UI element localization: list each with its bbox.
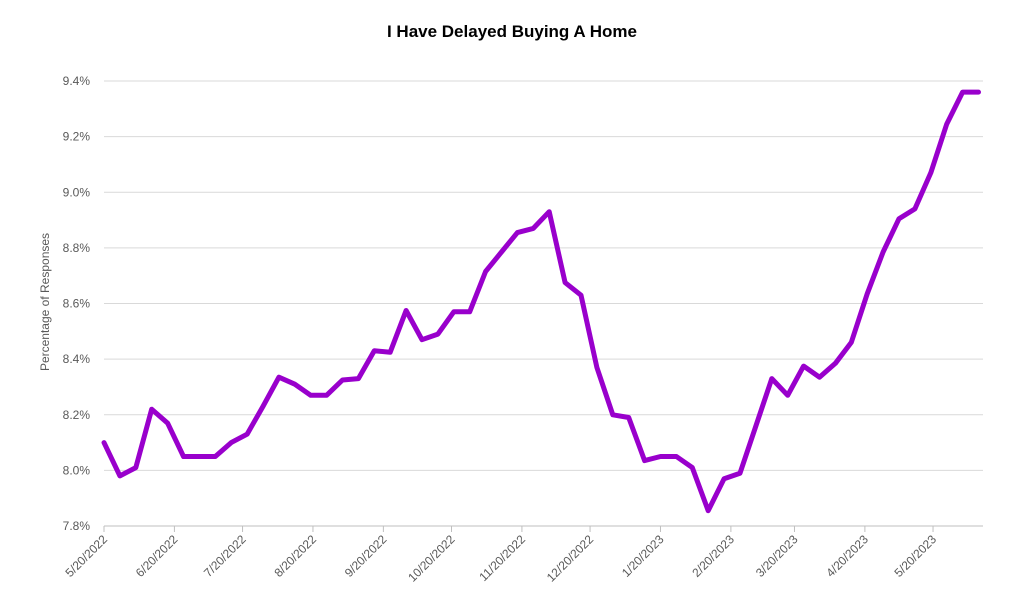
- x-tick-label: 12/20/2022: [544, 532, 597, 585]
- x-tick-label: 11/20/2022: [476, 532, 528, 584]
- y-tick-label: 8.0%: [63, 463, 91, 477]
- y-axis-tick-labels: 7.8% 8.0% 8.2% 8.4% 8.6% 8.8% 9.0% 9.2% 9.4%: [63, 74, 91, 533]
- y-axis-title: Percentage of Responses: [38, 233, 52, 371]
- x-axis: [103, 526, 934, 532]
- x-tick-label: 4/20/2023: [823, 532, 871, 580]
- x-tick-label: 5/20/2022: [62, 532, 110, 580]
- y-tick-label: 7.8%: [63, 519, 91, 533]
- x-tick-label: 3/20/2023: [753, 532, 801, 580]
- y-tick-label: 8.4%: [63, 352, 91, 366]
- x-tick-label: 5/20/2023: [891, 532, 939, 580]
- y-tick-label: 9.0%: [63, 185, 91, 199]
- x-tick-label: 9/20/2022: [342, 532, 390, 580]
- x-axis-tick-labels: 5/20/2022 6/20/2022 7/20/2022 8/20/2022 9/20…: [62, 532, 939, 585]
- chart-title: I Have Delayed Buying A Home: [386, 22, 638, 41]
- x-tick-label: 6/20/2022: [133, 532, 181, 580]
- series-line: [101, 89, 981, 514]
- x-tick-label: 2/20/2023: [689, 532, 737, 580]
- y-tick-label: 8.6%: [63, 297, 91, 311]
- x-tick-label: 8/20/2022: [271, 532, 319, 580]
- x-tick-label: 10/20/2022: [405, 532, 458, 585]
- y-tick-label: 8.8%: [63, 241, 91, 255]
- x-tick-label: 7/20/2022: [201, 532, 249, 580]
- x-tick-label: 1/20/2023: [619, 532, 667, 580]
- y-tick-label: 9.2%: [63, 130, 91, 144]
- y-tick-label: 8.2%: [63, 408, 91, 422]
- y-tick-label: 9.4%: [63, 74, 91, 88]
- series-layer: [101, 89, 981, 514]
- gridlines: [104, 80, 983, 527]
